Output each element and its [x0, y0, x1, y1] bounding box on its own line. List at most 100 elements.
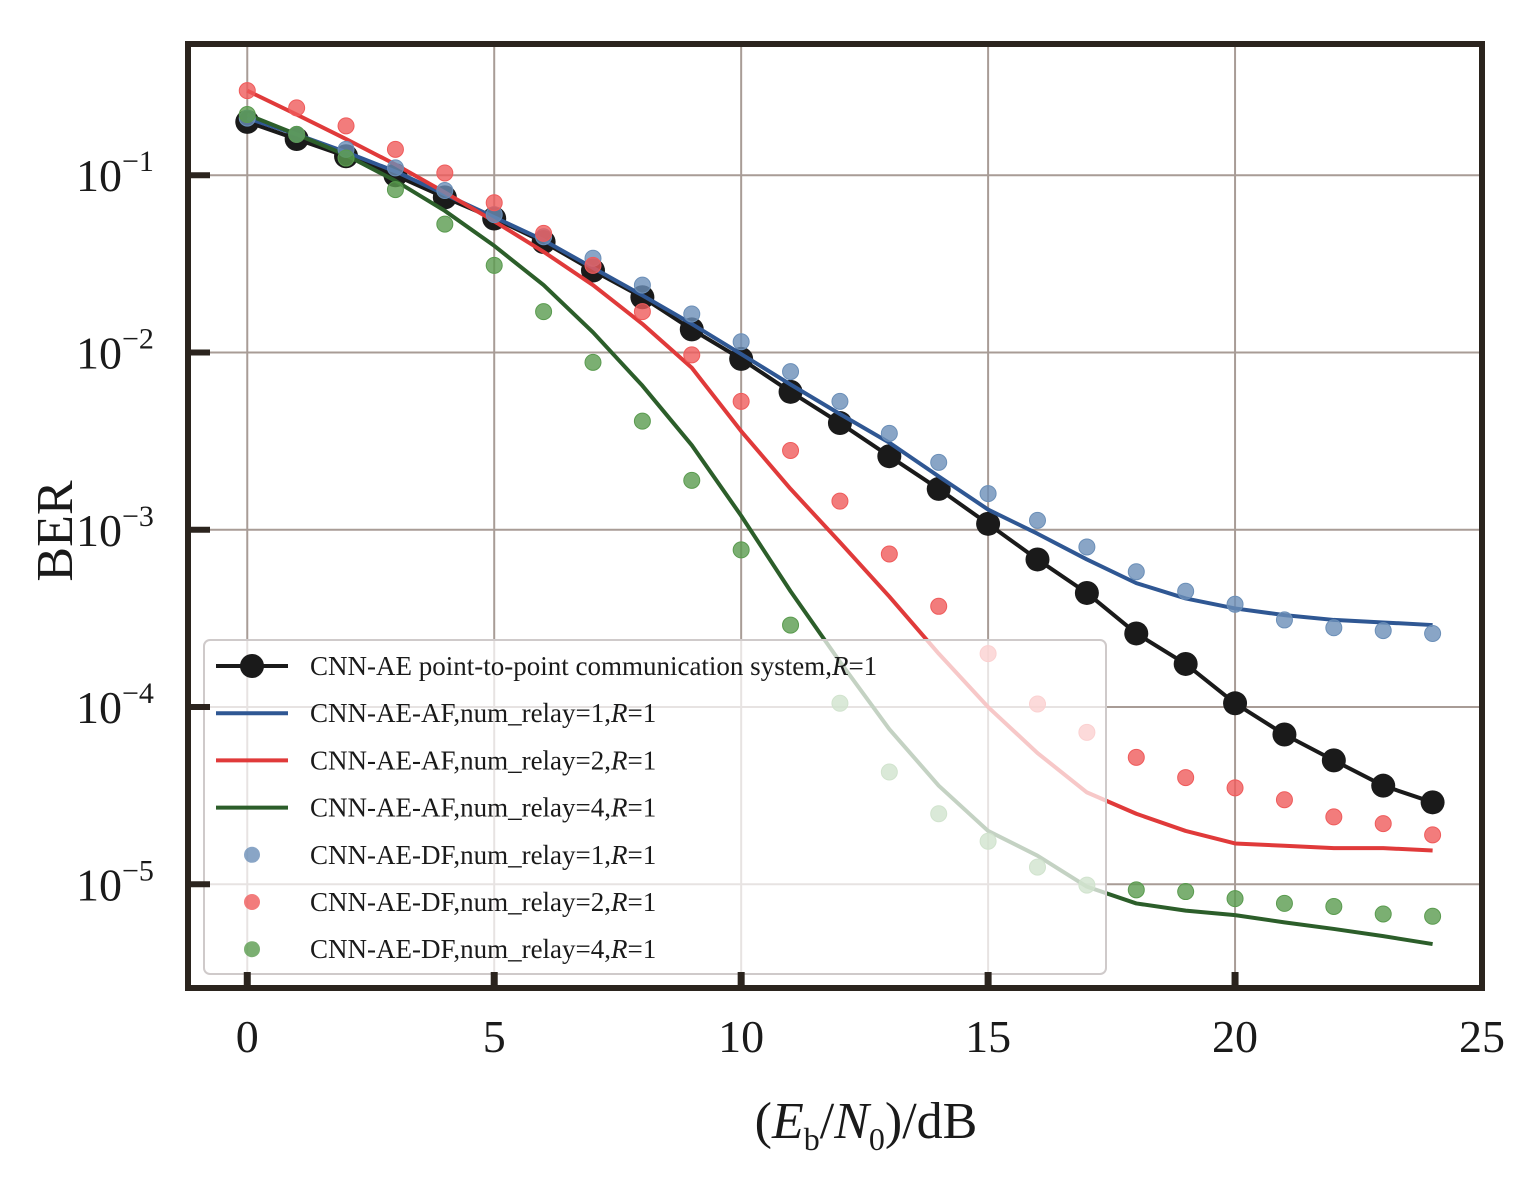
- y-tick-label: 10−1: [76, 145, 154, 201]
- series-point-5: [1275, 791, 1293, 809]
- x-axis-title-slash: /: [820, 1093, 835, 1150]
- legend-entry-italic: R: [610, 793, 628, 823]
- series-point-0: [1124, 621, 1149, 646]
- x-axis-title-close: )/dB: [885, 1093, 977, 1150]
- series-point-6: [1127, 881, 1145, 899]
- series-point-5: [535, 224, 553, 242]
- x-axis-title-n: N: [833, 1093, 872, 1150]
- series-point-4: [1325, 619, 1343, 637]
- legend-entry-name: CNN-AE-AF,num_relay=2,: [310, 745, 611, 775]
- legend-entry-name: CNN-AE-AF,num_relay=1,: [310, 698, 611, 728]
- legend-entry-suffix: =1: [848, 651, 877, 681]
- series-point-5: [1424, 826, 1442, 844]
- series-point-6: [535, 303, 553, 321]
- series-point-6: [436, 215, 454, 233]
- ticks: [188, 172, 1239, 988]
- legend-entry-label: CNN-AE-DF,num_relay=1,R=1: [310, 840, 656, 870]
- series-point-6: [386, 181, 404, 199]
- x-tick-label: 20: [1212, 1011, 1258, 1062]
- series-point-4: [880, 424, 898, 442]
- series-point-5: [1127, 748, 1145, 766]
- legend-entry-label: CNN-AE-AF,num_relay=1,R=1: [310, 698, 656, 728]
- series-point-6: [288, 125, 306, 143]
- series-point-4: [1275, 611, 1293, 629]
- series-point-6: [782, 616, 800, 634]
- series-point-5: [337, 117, 355, 135]
- series-point-5: [288, 99, 306, 117]
- series-point-6: [337, 149, 355, 167]
- y-tick-exponent: −1: [122, 145, 154, 178]
- legend-entry-label: CNN-AE point-to-point communication syst…: [310, 651, 877, 681]
- legend-entry-label: CNN-AE-DF,num_relay=2,R=1: [310, 887, 656, 917]
- x-axis-title-e: E: [771, 1093, 804, 1150]
- y-tick-base: 10: [76, 859, 122, 910]
- series-point-6: [1374, 905, 1392, 923]
- legend-entry-name: CNN-AE-DF,num_relay=4,: [310, 934, 611, 964]
- series-point-6: [633, 412, 651, 430]
- series-point-0: [729, 346, 754, 371]
- series-point-0: [1420, 790, 1445, 815]
- legend-entry-suffix: =1: [628, 934, 657, 964]
- series-point-0: [1371, 773, 1396, 798]
- legend-entry-italic: R: [610, 934, 628, 964]
- legend-entry-italic: R: [610, 840, 628, 870]
- y-tick-label: 10−4: [76, 677, 154, 733]
- y-tick-exponent: −4: [122, 677, 154, 710]
- legend-entry-suffix: =1: [628, 840, 657, 870]
- legend-entry-label: CNN-AE-AF,num_relay=2,R=1: [310, 745, 656, 775]
- series-point-6: [683, 471, 701, 489]
- legend-entry-suffix: =1: [628, 887, 657, 917]
- series-point-0: [877, 444, 902, 469]
- series-point-5: [584, 256, 602, 274]
- legend-entry-name: CNN-AE-DF,num_relay=1,: [310, 840, 611, 870]
- series-point-0: [1173, 651, 1198, 676]
- series-point-0: [1272, 722, 1297, 747]
- series-point-5: [683, 346, 701, 364]
- legend-swatch-marker: [244, 846, 260, 863]
- x-axis-title-open: (: [755, 1093, 772, 1150]
- x-axis-title-sub-0: 0: [869, 1121, 885, 1157]
- series-point-6: [485, 256, 503, 274]
- series-point-0: [976, 511, 1001, 536]
- legend-entry-name: CNN-AE point-to-point communication syst…: [310, 651, 832, 681]
- series-point-0: [1025, 547, 1050, 572]
- x-axis-title-sub-b: b: [804, 1121, 820, 1157]
- series-point-4: [930, 453, 948, 471]
- series-point-4: [386, 159, 404, 177]
- legend-entry-italic: R: [831, 651, 849, 681]
- series-point-5: [436, 164, 454, 182]
- x-tick-label: 25: [1459, 1011, 1505, 1062]
- plot-frame: [185, 41, 1485, 991]
- legend-box: [203, 639, 1107, 975]
- legend-entry-name: CNN-AE-DF,num_relay=2,: [310, 887, 611, 917]
- y-tick-base: 10: [76, 328, 122, 379]
- series-point-6: [238, 106, 256, 124]
- series-point-0: [926, 476, 951, 501]
- legend-entry-suffix: =1: [628, 793, 657, 823]
- series-point-4: [1078, 538, 1096, 556]
- legend-entry-suffix: =1: [628, 698, 657, 728]
- series-point-0: [1321, 748, 1346, 773]
- legend-entry-italic: R: [610, 745, 628, 775]
- series-point-5: [732, 392, 750, 410]
- series-point-4: [979, 485, 997, 503]
- y-tick-exponent: −2: [122, 323, 154, 356]
- legend: CNN-AE point-to-point communication syst…: [203, 639, 1107, 975]
- series-point-6: [1275, 894, 1293, 912]
- series-point-4: [633, 276, 651, 294]
- series-point-4: [1424, 624, 1442, 642]
- series-point-4: [1177, 582, 1195, 600]
- series-point-5: [782, 442, 800, 460]
- series-point-6: [1177, 883, 1195, 901]
- series-point-4: [831, 392, 849, 410]
- x-axis-title: (Eb/N0)/dB: [755, 1093, 978, 1157]
- series-point-5: [485, 194, 503, 212]
- x-tick-label: 15: [965, 1011, 1011, 1062]
- y-tick-base: 10: [76, 682, 122, 733]
- series-point-0: [679, 317, 704, 342]
- y-tick-base: 10: [76, 505, 122, 556]
- legend-swatch-marker: [240, 654, 264, 678]
- y-tick-label: 10−2: [76, 323, 154, 379]
